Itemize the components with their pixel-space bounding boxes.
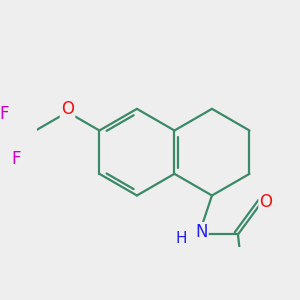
Text: O: O (61, 100, 74, 118)
Text: O: O (260, 193, 273, 211)
Text: F: F (0, 105, 9, 123)
Text: H: H (176, 231, 188, 246)
Text: N: N (195, 223, 207, 241)
Text: F: F (11, 150, 21, 168)
